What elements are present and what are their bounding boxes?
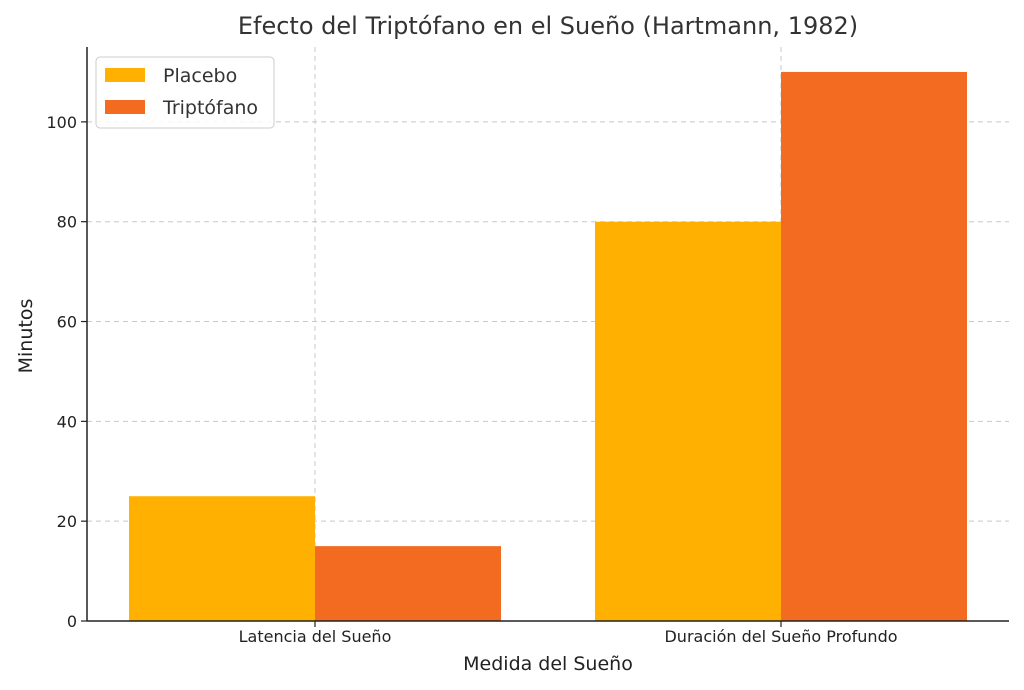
bar-triptofano-0: [315, 546, 501, 621]
y-axis-label: Minutos: [15, 299, 37, 374]
legend-label-triptofano: Triptófano: [162, 97, 258, 119]
x-tick-label: Duración del Sueño Profundo: [664, 627, 897, 646]
y-tick-label: 100: [46, 113, 77, 132]
y-tick-label: 0: [67, 612, 77, 631]
bar-placebo-1: [595, 221, 781, 621]
chart-title: Efecto del Triptófano en el Sueño (Hartm…: [238, 12, 858, 40]
x-ticks: Latencia del Sueño Duración del Sueño Pro…: [239, 621, 898, 646]
bars: [129, 71, 967, 621]
legend-swatch-placebo: [105, 68, 145, 82]
bar-triptofano-1: [781, 71, 967, 621]
y-tick-label: 80: [57, 213, 77, 232]
legend-label-placebo: Placebo: [163, 65, 237, 87]
y-ticks: 0 20 40 60 80 100: [46, 113, 87, 631]
y-tick-label: 60: [57, 313, 77, 332]
y-tick-label: 20: [57, 512, 77, 531]
bar-placebo-0: [129, 496, 315, 621]
x-axis-label: Medida del Sueño: [463, 653, 633, 675]
x-tick-label: Latencia del Sueño: [239, 627, 392, 646]
y-tick-label: 40: [57, 412, 77, 431]
legend: Placebo Triptófano: [95, 56, 275, 129]
axes: [86, 47, 1009, 622]
legend-swatch-triptofano: [105, 100, 145, 114]
